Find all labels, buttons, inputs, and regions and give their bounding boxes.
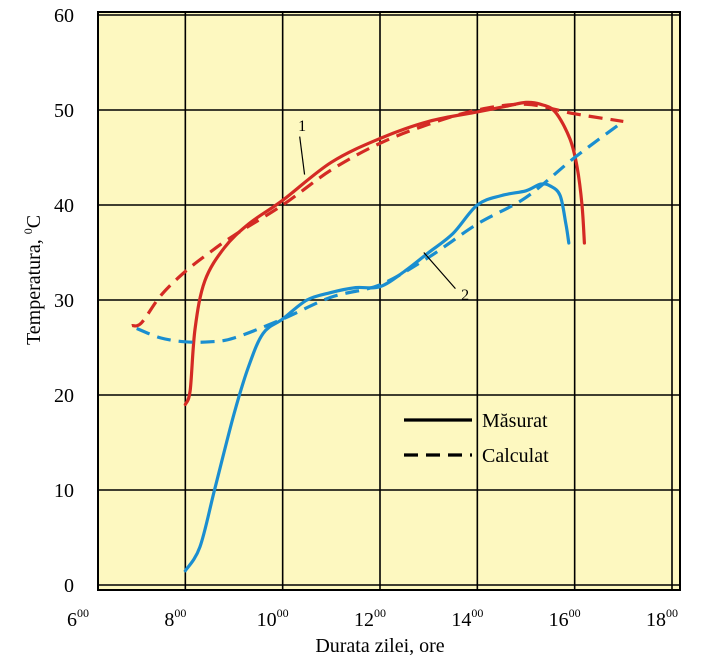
- annotation-1-leader: [299, 136, 306, 175]
- y-axis-title-main: Temperatura,: [23, 234, 45, 345]
- grid-lines: [98, 12, 680, 590]
- plot-background: [97, 11, 681, 591]
- y-axis-title: Temperatura, 0C: [21, 215, 45, 345]
- y-axis-title-sup: 0: [21, 228, 35, 234]
- annotation-1-label: 1: [298, 118, 306, 135]
- x-tick-label: 1000: [257, 606, 289, 631]
- tick-labels: 0 10 20 30 40 50 60 600 800 1000 1200 1400 1600 1800: [54, 5, 678, 631]
- x-tick-label: 1400: [451, 606, 483, 631]
- annotation-2-label: 2: [461, 287, 469, 304]
- legend: Măsurat Calculat: [404, 410, 549, 467]
- series-2-dashed-line: [136, 120, 625, 344]
- legend-label-solid: Măsurat: [482, 410, 548, 432]
- x-tick-label: 1600: [549, 606, 581, 631]
- series-1-solid-line: [183, 100, 586, 407]
- y-tick-label: 20: [54, 385, 74, 407]
- curve-annotations: 12: [298, 118, 469, 304]
- y-axis-title-unit: C: [23, 215, 45, 228]
- x-tick-label: 800: [164, 606, 186, 631]
- y-tick-label: 60: [54, 5, 74, 27]
- x-tick-label: 1200: [354, 606, 386, 631]
- y-tick-label: 50: [54, 100, 74, 122]
- y-tick-label: 30: [54, 290, 74, 312]
- x-axis-title: Durata zilei, ore: [315, 635, 444, 657]
- annotation-2-leader: [423, 252, 456, 289]
- y-tick-label: 0: [64, 575, 74, 597]
- x-tick-label: 1800: [646, 606, 678, 631]
- legend-label-dashed: Calculat: [482, 445, 549, 467]
- y-tick-label: 40: [54, 195, 74, 217]
- x-tick-label: 600: [67, 606, 89, 631]
- series-1-dashed-line: [131, 102, 624, 328]
- series-layer: [131, 100, 625, 573]
- y-tick-label: 10: [54, 480, 74, 502]
